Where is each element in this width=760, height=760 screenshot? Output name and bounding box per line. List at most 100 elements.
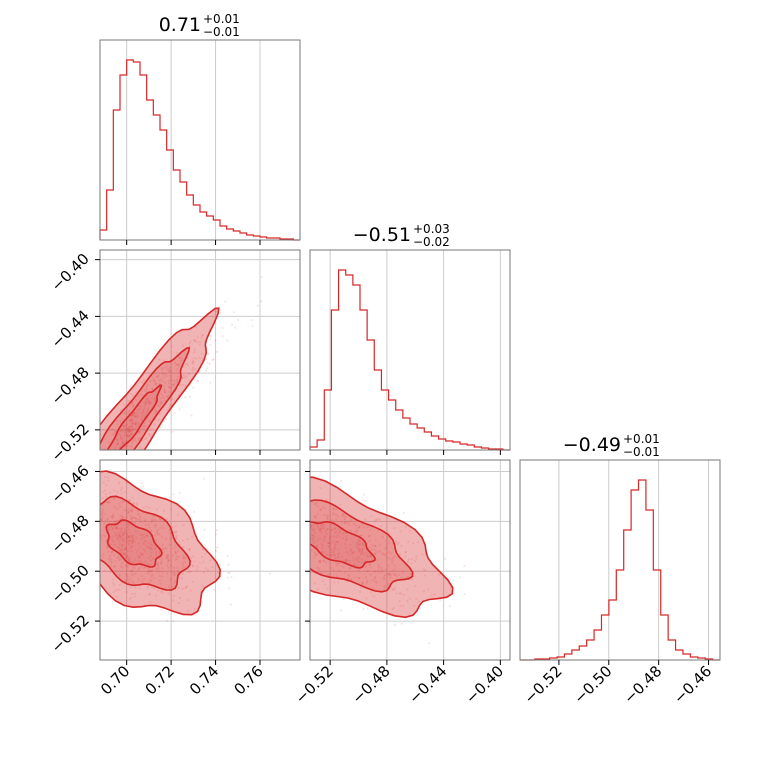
sample-point — [148, 402, 151, 405]
sample-point — [145, 533, 149, 537]
sample-point — [357, 576, 361, 579]
sample-point — [386, 556, 389, 559]
sample-point — [170, 379, 173, 382]
sample-point — [374, 539, 377, 542]
sample-point — [125, 555, 128, 558]
sample-point — [356, 546, 359, 549]
sample-point — [118, 480, 121, 484]
sample-point — [111, 581, 115, 584]
sample-point — [361, 547, 364, 551]
contour-level-2 — [310, 499, 414, 593]
sample-point — [310, 549, 313, 552]
sample-point — [168, 558, 171, 562]
sample-point — [397, 541, 400, 544]
sample-point — [388, 541, 391, 544]
sample-point — [141, 414, 144, 417]
sample-point — [414, 585, 417, 588]
sample-point — [114, 452, 116, 454]
sample-point — [415, 554, 418, 558]
sample-point — [118, 583, 121, 586]
sample-point — [230, 323, 234, 326]
sample-point — [170, 345, 173, 348]
sample-point — [101, 508, 105, 511]
sample-point — [127, 580, 130, 583]
sample-point — [279, 556, 281, 558]
sample-point — [191, 564, 194, 567]
sample-point — [339, 609, 343, 612]
sample-point — [303, 513, 305, 515]
sample-point — [393, 588, 396, 591]
sample-point — [97, 484, 99, 486]
sample-point — [319, 508, 323, 511]
sample-point — [169, 578, 172, 581]
sample-point — [360, 549, 363, 552]
sample-point — [124, 547, 128, 550]
sample-point — [132, 502, 135, 505]
sample-point — [355, 530, 359, 533]
sample-point — [142, 566, 145, 570]
sample-point — [334, 540, 338, 543]
sample-point — [154, 534, 157, 537]
sample-point — [221, 326, 224, 330]
sample-point — [105, 460, 107, 462]
sample-point — [184, 556, 187, 559]
sample-point — [100, 518, 103, 521]
sample-point — [163, 388, 166, 391]
sample-point — [119, 542, 122, 546]
sample-point — [184, 376, 187, 379]
sample-point — [336, 515, 340, 518]
sample-point — [169, 391, 172, 394]
sample-point — [206, 568, 210, 571]
sample-point — [295, 507, 297, 509]
sample-point — [93, 530, 95, 532]
sample-point — [91, 498, 93, 500]
histogram-panel-2: −0.51 +0.03−0.02 — [309, 222, 511, 455]
sample-point — [87, 512, 89, 514]
sample-point — [333, 554, 337, 557]
sample-point — [95, 495, 97, 497]
sample-point — [169, 385, 173, 388]
sample-point — [268, 514, 270, 516]
sample-point — [393, 555, 396, 558]
sample-point — [136, 530, 139, 533]
sample-point — [122, 543, 126, 546]
sample-point — [181, 383, 184, 386]
sample-point — [338, 530, 341, 533]
sample-point — [301, 557, 303, 559]
sample-point — [358, 545, 361, 548]
sample-point — [362, 526, 366, 529]
sample-point — [130, 430, 133, 433]
sample-point — [360, 542, 363, 545]
sample-point — [138, 518, 141, 521]
x-tick-label: −0.50 — [570, 662, 615, 707]
panel-frame — [309, 249, 511, 451]
sample-point — [393, 526, 396, 530]
sample-point — [130, 422, 133, 425]
y-tick-label: −0.48 — [48, 511, 93, 556]
sample-point — [129, 499, 132, 502]
sample-point — [281, 507, 283, 509]
sample-point — [113, 446, 116, 449]
sample-point — [351, 551, 354, 554]
sample-point — [378, 518, 381, 521]
sample-point — [390, 552, 393, 555]
sample-point — [155, 554, 158, 557]
sample-point — [84, 489, 86, 491]
sample-point — [103, 522, 106, 525]
sample-point — [145, 385, 148, 388]
sample-point — [122, 430, 125, 433]
sample-point — [147, 402, 150, 405]
sample-point — [131, 427, 134, 430]
sample-point — [178, 491, 181, 494]
sample-point — [335, 562, 338, 565]
sample-point — [279, 515, 281, 517]
sample-point — [101, 512, 104, 515]
sample-point — [132, 404, 135, 407]
sample-point — [102, 481, 105, 484]
sample-point — [294, 489, 296, 491]
sample-point — [202, 477, 205, 480]
sample-point — [166, 572, 169, 575]
sample-point — [107, 557, 111, 560]
sample-point — [251, 534, 253, 536]
sample-point — [128, 409, 131, 413]
